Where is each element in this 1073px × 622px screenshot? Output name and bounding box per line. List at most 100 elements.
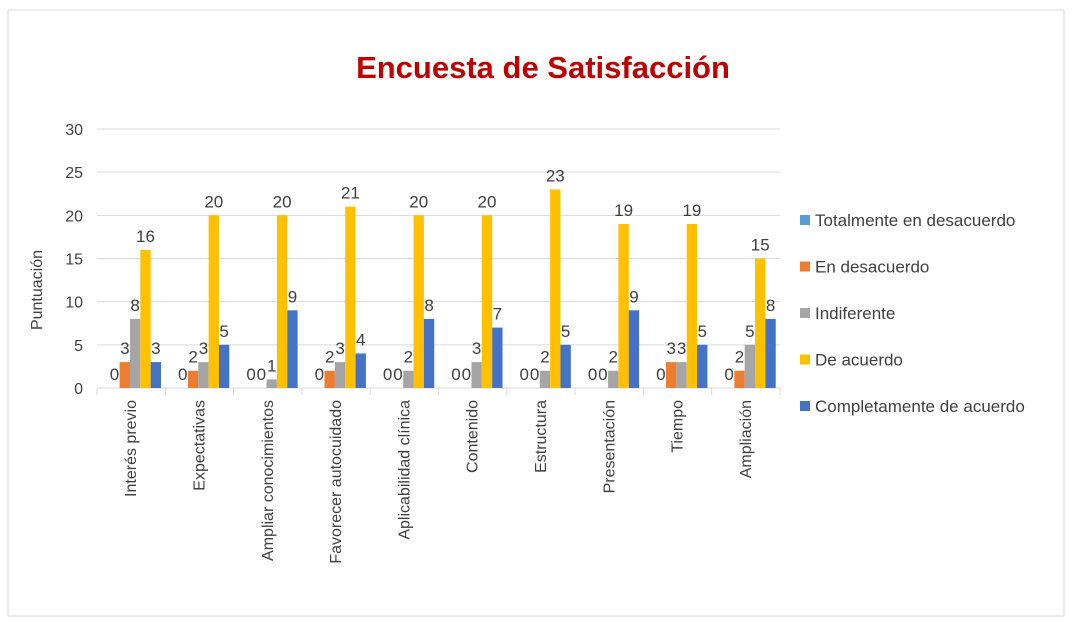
x-tick-label: Ampliación — [738, 400, 755, 478]
y-tick-label: 10 — [65, 295, 83, 312]
chart-frame — [7, 9, 1065, 617]
data-label: 23 — [546, 166, 565, 185]
data-label: 5 — [745, 322, 754, 341]
data-label: 2 — [609, 348, 618, 367]
bar — [187, 370, 199, 388]
legend-swatch — [800, 401, 810, 411]
data-label: 0 — [383, 365, 392, 384]
data-label: 0 — [656, 365, 665, 384]
bar — [755, 258, 766, 388]
bar — [628, 310, 640, 388]
bar — [355, 353, 366, 388]
bar — [198, 362, 209, 388]
x-tick-label: Contenido — [465, 400, 482, 473]
y-tick-label: 20 — [65, 208, 83, 225]
bar — [345, 206, 356, 388]
data-label: 9 — [288, 287, 297, 306]
data-label: 19 — [682, 201, 701, 220]
chart-title: Encuesta de Satisfacción — [356, 50, 730, 85]
bar — [676, 362, 687, 388]
x-tick-label: Interés previo — [123, 400, 140, 497]
data-label: 0 — [530, 365, 539, 384]
data-label: 3 — [335, 339, 344, 358]
data-label: 0 — [724, 365, 733, 384]
y-tick-label: 25 — [65, 165, 83, 182]
data-label: 2 — [325, 348, 334, 367]
bar — [266, 379, 277, 388]
legend-label: De acuerdo — [815, 351, 903, 370]
data-label: 0 — [315, 365, 324, 384]
data-label: 0 — [598, 365, 607, 384]
data-label: 8 — [130, 296, 139, 315]
data-label: 2 — [188, 348, 197, 367]
bar — [608, 370, 619, 388]
bar — [550, 189, 561, 388]
data-label: 0 — [588, 365, 597, 384]
data-label: 2 — [540, 348, 549, 367]
legend-swatch — [800, 215, 810, 225]
legend-label: Completamente de acuerdo — [815, 397, 1025, 416]
data-label: 3 — [151, 339, 160, 358]
bar — [403, 370, 414, 388]
y-tick-label: 15 — [65, 252, 83, 269]
x-tick-label: Presentación — [601, 400, 618, 493]
bar — [287, 310, 298, 388]
bar — [218, 344, 230, 388]
data-label: 5 — [219, 322, 228, 341]
y-tick-label: 5 — [74, 338, 83, 355]
data-label: 0 — [520, 365, 529, 384]
bar — [413, 215, 424, 388]
bar — [423, 318, 435, 388]
bar — [560, 344, 571, 388]
bar — [208, 215, 219, 388]
bar — [119, 362, 130, 388]
bar — [481, 215, 493, 388]
data-label: 3 — [666, 339, 675, 358]
x-tick-label: Tiempo — [670, 400, 687, 453]
legend-label: Totalmente en desacuerdo — [815, 211, 1015, 230]
data-label: 8 — [424, 296, 433, 315]
data-label: 3 — [199, 339, 208, 358]
data-label: 4 — [356, 330, 365, 349]
data-label: 9 — [629, 287, 638, 306]
bar — [334, 362, 346, 388]
data-label: 15 — [751, 236, 770, 255]
data-label: 16 — [136, 227, 155, 246]
bar — [697, 344, 708, 388]
data-label: 5 — [698, 322, 707, 341]
data-label: 0 — [110, 365, 119, 384]
x-tick-label: Expectativas — [191, 400, 208, 491]
y-tick-label: 0 — [74, 381, 83, 398]
bar — [140, 249, 151, 388]
bar — [744, 344, 756, 388]
bar — [666, 362, 677, 388]
x-tick-label: Favorecer autocuidado — [328, 400, 345, 564]
data-label: 19 — [614, 201, 633, 220]
bar — [734, 370, 745, 388]
bar — [765, 318, 776, 388]
data-label: 20 — [409, 192, 428, 211]
y-tick-label: 30 — [65, 122, 83, 139]
data-label: 20 — [204, 192, 223, 211]
x-tick-label: Estructura — [533, 400, 550, 473]
data-label: 8 — [766, 296, 775, 315]
bar — [276, 215, 288, 388]
x-tick-label: Ampliar conocimientos — [260, 400, 277, 561]
data-label: 0 — [257, 365, 266, 384]
bar — [492, 327, 503, 388]
data-label: 20 — [273, 192, 292, 211]
data-label: 2 — [404, 348, 413, 367]
data-label: 0 — [451, 365, 460, 384]
data-label: 21 — [341, 184, 360, 203]
data-label: 0 — [178, 365, 187, 384]
bar — [539, 370, 551, 388]
legend-label: En desacuerdo — [815, 258, 929, 277]
data-label: 0 — [393, 365, 402, 384]
data-label: 3 — [120, 339, 129, 358]
bar — [686, 223, 698, 388]
data-label: 0 — [246, 365, 255, 384]
data-label: 5 — [561, 322, 570, 341]
legend-swatch — [800, 308, 810, 318]
data-label: 2 — [735, 348, 744, 367]
